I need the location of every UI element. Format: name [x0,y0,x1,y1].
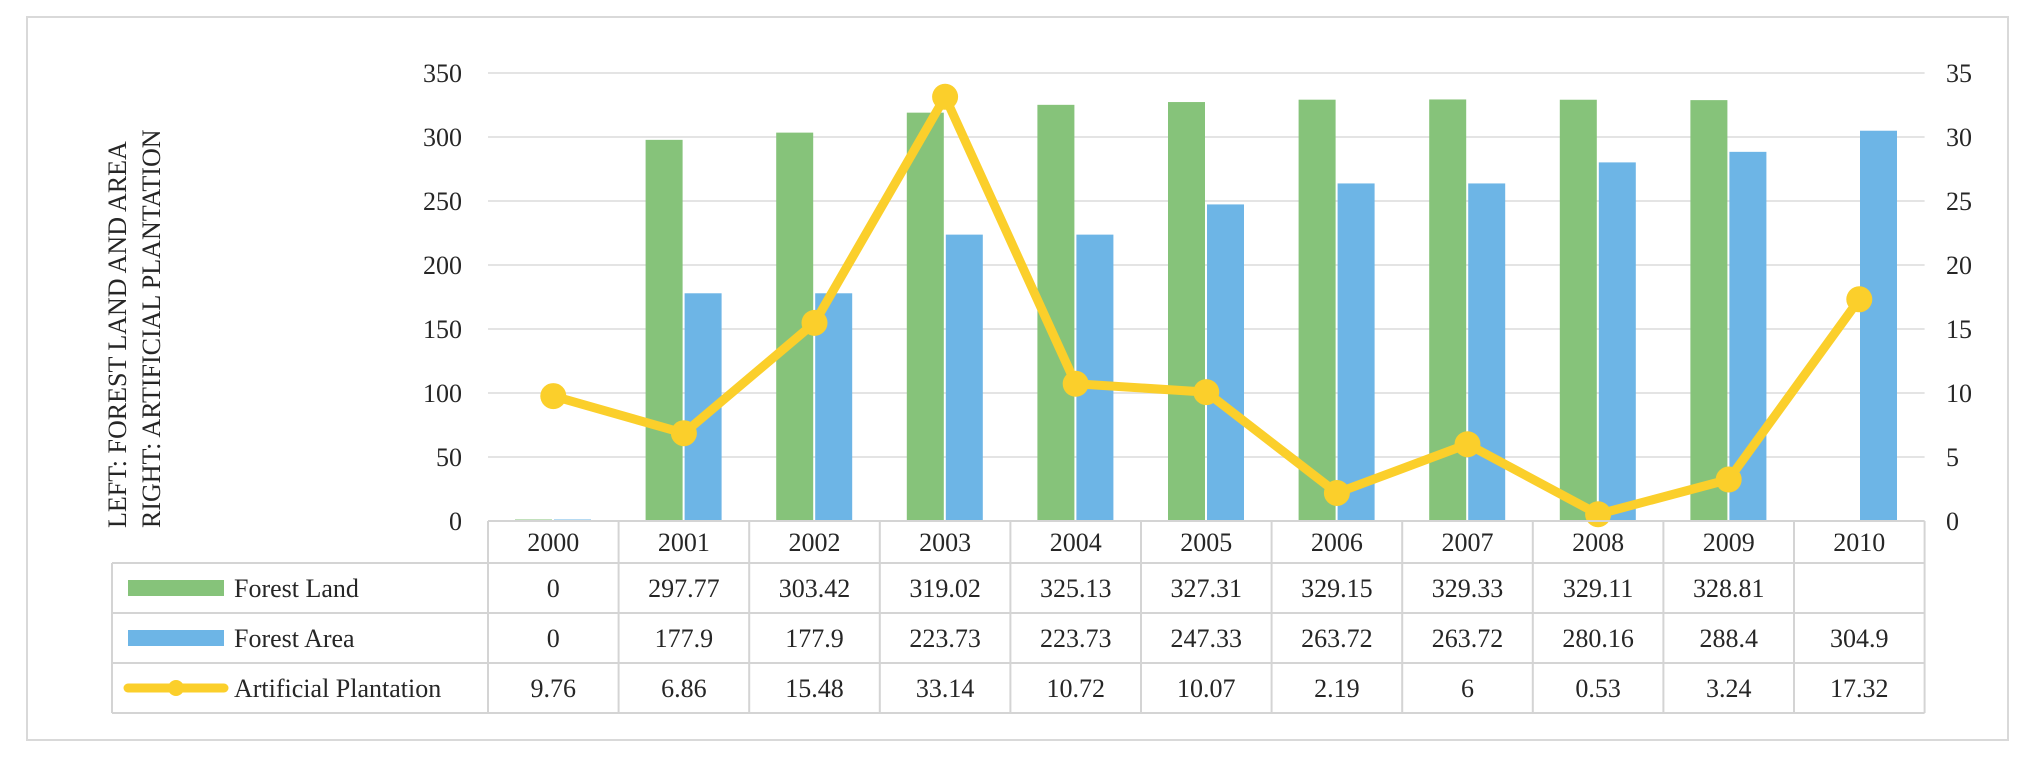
y-tick-label-right: 25 [1946,187,1972,216]
category-label: 2005 [1180,528,1232,557]
table-cell: 177.9 [785,624,844,653]
line-point [1454,431,1481,458]
y-tick-label-left: 50 [436,443,462,472]
legend-label: Forest Area [234,624,355,653]
line-point [932,83,959,110]
bars [515,99,1897,522]
y-tick-label-left: 250 [423,187,462,216]
bar-forest-area [1860,130,1897,521]
table-cell: 15.48 [785,674,844,703]
table-cell: 10.72 [1046,674,1105,703]
y-tick-label-right: 5 [1946,443,1959,472]
category-label: 2009 [1703,528,1755,557]
bar-forest-land [906,112,944,521]
table-cell: 10.07 [1177,674,1236,703]
y-axis-right: 0 5 10 15 20 25 30 35 [1946,59,1972,536]
table-cell: 297.77 [648,574,720,603]
y-tick-label-right: 10 [1946,379,1972,408]
line-artificial-plantation [548,92,1864,519]
table-cell: 288.4 [1699,624,1758,653]
category-label: 2002 [789,528,841,557]
table-cell: 325.13 [1040,574,1112,603]
legend-label: Forest Land [234,574,359,603]
category-label: 2004 [1050,528,1102,557]
category-label: 2007 [1442,528,1494,557]
bar-forest-land [1168,102,1205,521]
y-tick-label-right: 0 [1946,507,1959,536]
table-cell: 0 [547,624,560,653]
table-cell: 3.24 [1706,674,1752,703]
y-tick-label-left: 0 [449,507,462,536]
bar-forest-land [645,139,683,521]
y-tick-label-left: 100 [423,379,462,408]
table-cell: 329.11 [1563,574,1634,603]
table-cell: 2.19 [1314,674,1360,703]
table-cell: 33.14 [916,674,975,703]
line-point [1323,479,1350,506]
table-cell: 223.73 [1040,624,1112,653]
line-point [1585,501,1612,528]
line-point [1193,379,1220,406]
y-axis-left: 0 50 100 150 200 250 300 350 [423,59,462,536]
y-tick-label-right: 20 [1946,251,1972,280]
category-label: 2001 [658,528,710,557]
bar-forest-area [1207,204,1244,521]
table-cell: 0 [547,574,560,603]
line-point [670,420,697,447]
y-tick-label-left: 350 [423,59,462,88]
bar-forest-land [1690,100,1728,521]
table-cell: 223.73 [909,624,981,653]
legend-label: Artificial Plantation [234,674,441,703]
table-cell: 263.72 [1432,624,1504,653]
line-point [540,383,567,410]
legend-key [128,580,224,596]
table-cell: 17.32 [1830,674,1889,703]
bar-forest-area [1468,183,1506,521]
bar-forest-area [1598,162,1636,521]
y-tick-label-left: 300 [423,123,462,152]
category-label: 2003 [919,528,971,557]
table-cell: 328.81 [1693,574,1765,603]
y-axis-title-right: RIGHT: ARTIFICIAL PLANTATION [137,129,166,528]
legend-key-marker [168,680,184,696]
line-point [1062,370,1089,397]
y-tick-label-left: 200 [423,251,462,280]
table-cell: 0.53 [1575,674,1621,703]
chart-frame [26,16,2009,741]
table-cell: 329.15 [1301,574,1373,603]
bar-forest-land [1559,99,1597,521]
table-cell: 304.9 [1830,624,1889,653]
category-label: 2006 [1311,528,1363,557]
table-cell: 280.16 [1562,624,1634,653]
table-cell: 303.42 [779,574,851,603]
y-tick-label-right: 35 [1946,59,1972,88]
bar-forest-area [945,234,983,521]
table-cell: 327.31 [1171,574,1243,603]
line-series [540,83,1873,528]
category-label: 2010 [1833,528,1885,557]
line-point [1715,466,1742,493]
table-cell: 9.76 [531,674,577,703]
table-cell: 6.86 [661,674,707,703]
table-cell: 247.33 [1171,624,1243,653]
data-table: 2000 2001 2002 2003 2004 2005 2006 2007 2008 2009… [111,520,1926,714]
line-point [801,309,828,336]
y-tick-label-left: 150 [423,315,462,344]
category-label: 2008 [1572,528,1624,557]
table-cell: 6 [1461,674,1474,703]
table-cell: 329.33 [1432,574,1504,603]
category-label: 2000 [527,528,579,557]
bar-forest-area [1337,183,1375,521]
legend-key [128,630,224,646]
table-cell: 319.02 [909,574,981,603]
y-axis-title-left: LEFT: FOREST LAND AND AREA [103,141,132,528]
y-tick-label-right: 15 [1946,315,1972,344]
line-point [1846,286,1873,313]
bar-forest-land [1298,99,1336,522]
y-tick-label-right: 30 [1946,123,1972,152]
table-cell: 263.72 [1301,624,1373,653]
table-cell: 177.9 [655,624,714,653]
